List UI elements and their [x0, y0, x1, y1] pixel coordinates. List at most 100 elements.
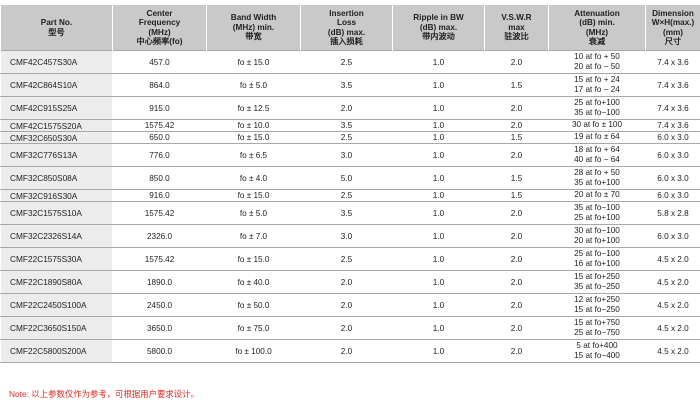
header-line: (dB) max. — [327, 27, 366, 37]
table-body: CMF42C457S30A 457.0 fo ± 15.0 2.5 1.0 2.0 10 a… — [0, 50, 700, 363]
vswr-cell: 2.0 — [484, 270, 549, 294]
table-row: CMF32C916S30A 916.0 fo ± 15.0 2.5 1.0 1.5 20 a… — [0, 189, 700, 202]
header-line: V.S.W.R — [501, 13, 532, 23]
center-frequency-cell: 1890.0 — [112, 270, 207, 294]
dimension-cell: 7.4 x 3.6 — [645, 119, 700, 132]
center-frequency-cell: 1575.42 — [112, 119, 207, 132]
table-row: CMF22C2450S100A 2450.0 fo ± 50.0 2.0 1.0 2.0 1… — [0, 293, 700, 317]
header-line: Ripple in BW — [413, 13, 464, 23]
insertion-loss-cell: 2.0 — [300, 339, 393, 363]
band-width-cell: fo ± 5.0 — [206, 201, 301, 225]
part-number-cell: CMF42C457S30A — [0, 50, 113, 74]
part-number-cell: CMF32C916S30A — [0, 189, 113, 202]
dimension-cell: 4.5 x 2.0 — [645, 316, 700, 340]
part-number-cell: CMF32C776S13A — [0, 143, 113, 167]
center-frequency-cell: 864.0 — [112, 73, 207, 97]
attenuation-line: 15 at fo + 24 — [574, 74, 620, 84]
attenuation-line: 25 at fo−100 — [574, 248, 620, 258]
dimension-cell: 7.4 x 3.6 — [645, 73, 700, 97]
insertion-loss-cell: 2.0 — [300, 96, 393, 120]
attenuation-cell: 12 at fo+250 15 at fo−250 — [548, 293, 646, 317]
band-width-cell: fo ± 100.0 — [206, 339, 301, 363]
band-width-cell: fo ± 10.0 — [206, 119, 301, 132]
spec-table: Part No. 型号 Center Frequency (MHz) 中心频率(fo) Ba… — [0, 5, 700, 363]
dimension-cell: 4.5 x 2.0 — [645, 293, 700, 317]
attenuation-cell: 15 at fo + 24 17 at fo − 24 — [548, 73, 646, 97]
attenuation-header: Attenuation (dB) min. (MHz) 衰减 — [548, 5, 646, 51]
vswr-cell: 2.0 — [484, 316, 549, 340]
insertion-loss-cell: 3.5 — [300, 73, 393, 97]
attenuation-cell: 5 at fo+400 15 at fo−400 — [548, 339, 646, 363]
insertion-loss-cell: 5.0 — [300, 166, 393, 190]
ripple-cell: 1.0 — [392, 270, 485, 294]
attenuation-line: 25 at fo+100 — [574, 97, 620, 107]
header-line: 型号 — [48, 27, 65, 37]
dimension-cell: 7.4 x 3.6 — [645, 50, 700, 74]
attenuation-line: 30 at fo−100 — [574, 225, 620, 235]
header-line: 中心频率(fo) — [136, 37, 183, 46]
header-row: Part No. 型号 Center Frequency (MHz) 中心频率(fo) Ba… — [0, 5, 700, 51]
dimension-cell: 4.5 x 2.0 — [645, 270, 700, 294]
part-no-header: Part No. 型号 — [0, 5, 113, 51]
table-row: CMF32C650S30A 650.0 fo ± 15.0 2.5 1.0 1.5 19 a… — [0, 131, 700, 144]
center-frequency-cell: 850.0 — [112, 166, 207, 190]
attenuation-cell: 25 at fo+100 35 at fo−100 — [548, 96, 646, 120]
dimension-cell: 6.0 x 3.0 — [645, 143, 700, 167]
header-line: Attenuation — [574, 8, 620, 18]
center-frequency-cell: 5800.0 — [112, 339, 207, 363]
table-row: CMF42C457S30A 457.0 fo ± 15.0 2.5 1.0 2.0 10 a… — [0, 50, 700, 74]
attenuation-line: 30 at fo ± 100 — [571, 120, 623, 130]
center-frequency-cell: 2326.0 — [112, 224, 207, 248]
header-line: Frequency — [138, 18, 181, 27]
center-frequency-cell: 916.0 — [112, 189, 207, 202]
attenuation-line: 17 at fo − 24 — [574, 85, 620, 94]
dimension-cell: 6.0 x 3.0 — [645, 131, 700, 144]
attenuation-cell: 19 at fo ± 64 — [548, 131, 646, 144]
header-line: Band Width — [230, 13, 277, 23]
vswr-cell: 2.0 — [484, 143, 549, 167]
attenuation-cell: 35 at fo−100 25 at fo+100 — [548, 201, 646, 225]
attenuation-line: 12 at fo+250 — [574, 294, 620, 304]
insertion-loss-cell: 2.5 — [300, 131, 393, 144]
header-line: Center — [146, 8, 173, 18]
attenuation-line: 35 at fo−250 — [574, 282, 620, 291]
header-line: (mm) — [662, 27, 683, 37]
dimension-cell: 4.5 x 2.0 — [645, 339, 700, 363]
header-line: W×H(max.) — [651, 18, 695, 27]
table-row: CMF22C1575S30A 1575.42 fo ± 15.0 2.5 1.0 2.0 2… — [0, 247, 700, 271]
band-width-cell: fo ± 7.0 — [206, 224, 301, 248]
vswr-cell: 2.0 — [484, 50, 549, 74]
attenuation-line: 10 at fo + 50 — [574, 51, 620, 61]
header-line: 尺寸 — [664, 37, 682, 46]
center-frequency-cell: 776.0 — [112, 143, 207, 167]
dimension-cell: 7.4 x 3.6 — [645, 96, 700, 120]
table-row: CMF32C850S08A 850.0 fo ± 4.0 5.0 1.0 1.5 28 at… — [0, 166, 700, 190]
attenuation-line: 35 at fo−100 — [574, 202, 620, 212]
table-row: CMF32C1575S10A 1575.42 fo ± 5.0 3.5 1.0 2.0 35… — [0, 201, 700, 225]
table-row: CMF22C1890S80A 1890.0 fo ± 40.0 2.0 1.0 2.0 15… — [0, 270, 700, 294]
center-frequency-cell: 457.0 — [112, 50, 207, 74]
header-line: (dB) min. — [579, 18, 615, 27]
center-frequency-header: Center Frequency (MHz) 中心频率(fo) — [112, 5, 207, 51]
ripple-cell: 1.0 — [392, 201, 485, 225]
table-row: CMF42C864S10A 864.0 fo ± 5.0 3.5 1.0 1.5 15 at… — [0, 73, 700, 97]
dimension-cell: 6.0 x 3.0 — [645, 189, 700, 202]
center-frequency-cell: 1575.42 — [112, 247, 207, 271]
part-number-cell: CMF42C915S25A — [0, 96, 113, 120]
dimension-cell: 6.0 x 3.0 — [645, 224, 700, 248]
part-number-cell: CMF42C864S10A — [0, 73, 113, 97]
attenuation-line: 5 at fo+400 — [576, 340, 618, 350]
table-row: CMF42C1575S20A 1575.42 fo ± 10.0 3.5 1.0 2.0 3… — [0, 119, 700, 132]
attenuation-line: 15 at fo−250 — [574, 305, 620, 314]
center-frequency-cell: 650.0 — [112, 131, 207, 144]
band-width-cell: fo ± 15.0 — [206, 131, 301, 144]
attenuation-cell: 15 at fo+250 35 at fo−250 — [548, 270, 646, 294]
attenuation-line: 15 at fo+750 — [574, 317, 620, 327]
vswr-cell: 2.0 — [484, 247, 549, 271]
band-width-header: Band Width (MHz) min. 带宽 — [206, 5, 301, 51]
vswr-cell: 1.5 — [484, 166, 549, 190]
part-number-cell: CMF22C1890S80A — [0, 270, 113, 294]
vswr-cell: 1.5 — [484, 189, 549, 202]
band-width-cell: fo ± 15.0 — [206, 247, 301, 271]
attenuation-line: 25 at fo−750 — [574, 328, 620, 337]
